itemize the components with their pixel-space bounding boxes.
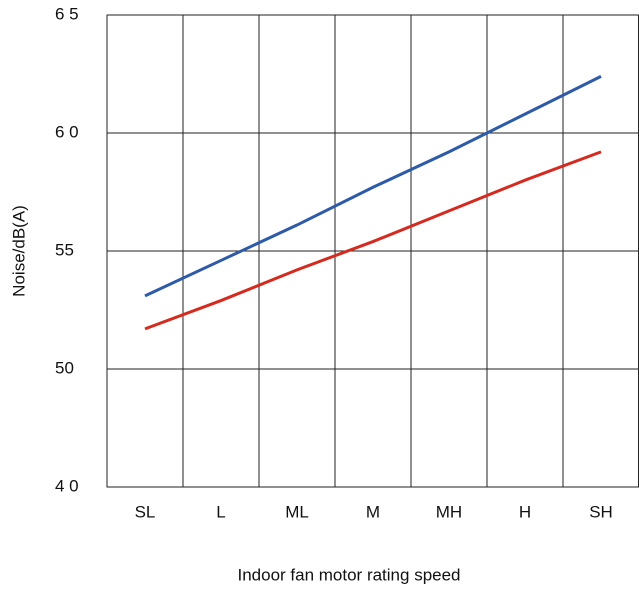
x-tick-label: MH [436, 502, 462, 521]
y-tick-label: 50 [55, 358, 74, 377]
x-tick-label: SL [135, 502, 156, 521]
y-tick-label: 6 0 [55, 122, 79, 141]
x-tick-label: SH [589, 502, 613, 521]
series-line [144, 75, 602, 298]
y-axis-title: Noise/dB(A) [9, 205, 28, 297]
x-axis-title: Indoor fan motor rating speed [237, 565, 460, 584]
x-tick-label: L [216, 502, 225, 521]
x-tick-label: ML [285, 502, 309, 521]
y-tick-label: 4 0 [55, 476, 79, 495]
x-tick-label: M [366, 502, 380, 521]
y-tick-label: 6 5 [55, 4, 79, 23]
series-line [144, 150, 602, 331]
x-tick-label: H [519, 502, 531, 521]
y-tick-label: 55 [55, 240, 74, 259]
